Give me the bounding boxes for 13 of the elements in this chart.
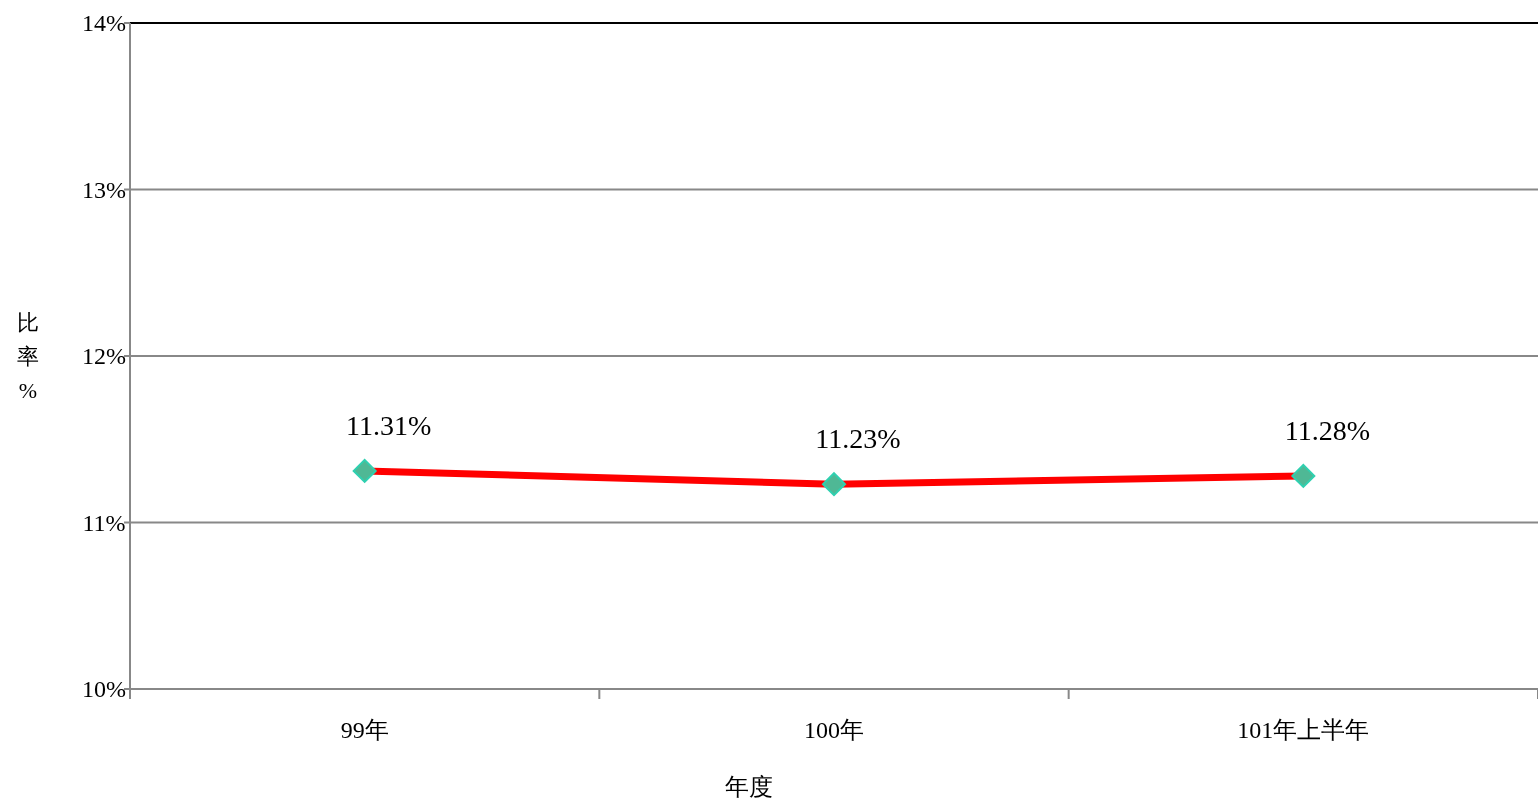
data-label: 11.28% bbox=[1284, 414, 1370, 446]
x-tick-label: 101年上半年 bbox=[1237, 717, 1370, 743]
y-axis-title: 比率% bbox=[17, 310, 39, 403]
y-tick-label: 14% bbox=[82, 10, 126, 36]
data-label: 11.31% bbox=[346, 409, 432, 441]
x-tick-label: 99年 bbox=[340, 717, 389, 743]
y-tick-label: 13% bbox=[82, 176, 126, 203]
y-tick-label: 10% bbox=[82, 676, 126, 702]
y-tick-label: 11% bbox=[82, 509, 126, 536]
data-label: 11.23% bbox=[815, 423, 901, 455]
x-tick-label: 100年 bbox=[804, 717, 864, 743]
y-tick-label: 12% bbox=[82, 343, 126, 369]
x-axis-title: 年度 bbox=[725, 774, 773, 800]
